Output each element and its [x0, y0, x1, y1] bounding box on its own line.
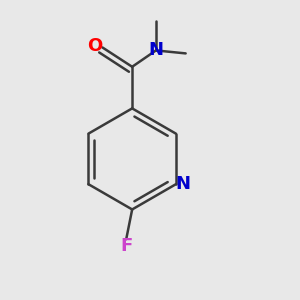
- Text: N: N: [176, 175, 191, 193]
- Text: F: F: [120, 237, 132, 255]
- Text: O: O: [87, 37, 103, 55]
- Text: N: N: [148, 41, 164, 59]
